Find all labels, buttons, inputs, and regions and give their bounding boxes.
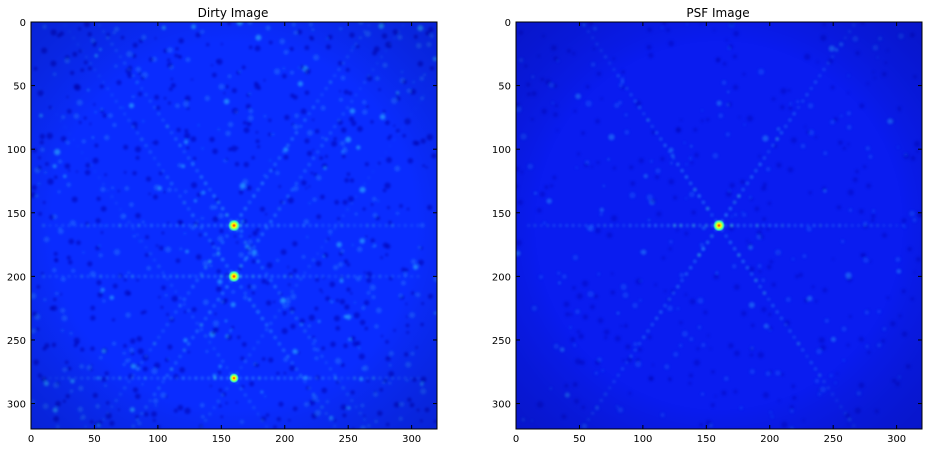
psf-image-panel: PSF Image 0 50 100 150 200 250 300 0 50 100 150 200… xyxy=(492,6,923,445)
chart-title: PSF Image xyxy=(686,6,749,20)
y-tick-label: 0 xyxy=(505,18,511,29)
x-tick-label: 50 xyxy=(573,434,586,445)
x-tick-label: 300 xyxy=(402,434,421,445)
axes: 0 50 100 150 200 250 300 0 50 100 150 200 250 300 xyxy=(7,18,438,445)
y-tick-label: 200 xyxy=(7,272,26,283)
dirty-image-panel: Dirty Image 0 50 100 150 200 250 300 0 50 100 150 2… xyxy=(7,6,438,445)
x-tick-label: 250 xyxy=(339,434,358,445)
heatmap-area xyxy=(516,22,922,429)
x-tick-label: 100 xyxy=(148,434,167,445)
axes-frame xyxy=(30,21,438,430)
y-tick-label: 250 xyxy=(7,336,26,347)
y-tick-label: 100 xyxy=(492,145,511,156)
heatmap-area xyxy=(31,22,437,429)
y-tick-label: 200 xyxy=(492,272,511,283)
axes-frame xyxy=(515,21,923,430)
x-tick-label: 200 xyxy=(275,434,294,445)
y-tick-label: 250 xyxy=(492,336,511,347)
x-tick-label: 150 xyxy=(697,434,716,445)
y-tick-label: 300 xyxy=(492,400,511,411)
y-tick-label: 150 xyxy=(7,209,26,220)
x-tick-label: 150 xyxy=(212,434,231,445)
peak-point xyxy=(228,270,240,283)
x-tick-label: 100 xyxy=(633,434,652,445)
peak-point xyxy=(713,219,725,232)
y-tick-label: 50 xyxy=(498,82,511,93)
y-tick-label: 100 xyxy=(7,145,26,156)
peak-point xyxy=(229,373,239,384)
x-tick-label: 300 xyxy=(887,434,906,445)
y-tick-label: 150 xyxy=(492,209,511,220)
x-tick-label: 0 xyxy=(513,434,519,445)
axes: 0 50 100 150 200 250 300 0 50 100 150 200 250 300 xyxy=(492,18,923,445)
y-tick-label: 50 xyxy=(13,82,26,93)
x-tick-label: 0 xyxy=(28,434,34,445)
x-tick-label: 50 xyxy=(88,434,101,445)
x-tick-label: 200 xyxy=(760,434,779,445)
x-tick-label: 250 xyxy=(824,434,843,445)
chart-title: Dirty Image xyxy=(198,6,269,20)
y-tick-label: 300 xyxy=(7,400,26,411)
peak-point xyxy=(228,219,240,232)
y-tick-label: 0 xyxy=(20,18,26,29)
